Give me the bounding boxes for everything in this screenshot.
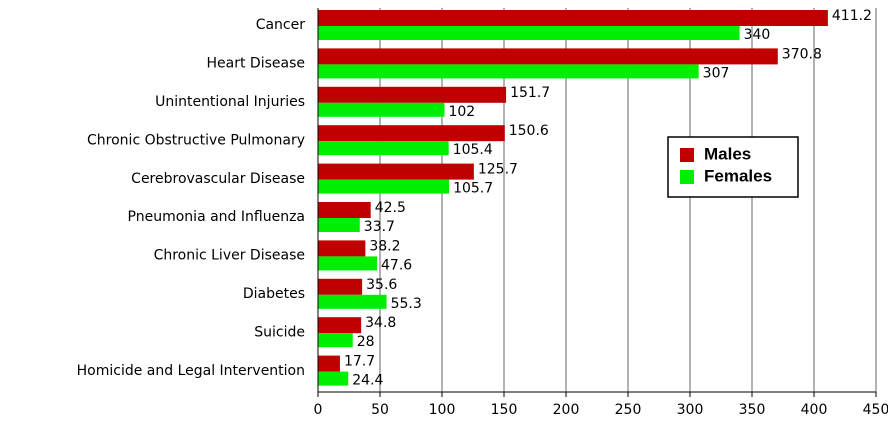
bar: [318, 371, 349, 386]
x-tick-label: 350: [739, 402, 766, 418]
x-tick-label: 300: [677, 402, 704, 418]
y-tick-label: Homicide and Legal Intervention: [77, 363, 305, 379]
legend-swatch: [680, 170, 694, 184]
bar: [318, 317, 362, 334]
bar: [318, 179, 450, 194]
value-label: 340: [744, 27, 771, 43]
bar: [318, 333, 353, 348]
value-label: 411.2: [832, 8, 872, 24]
bar: [318, 64, 699, 79]
bar: [318, 86, 507, 103]
value-label: 370.8: [782, 46, 822, 62]
y-tick-label: Pneumonia and Influenza: [128, 209, 305, 225]
x-tick-label: 100: [429, 402, 456, 418]
y-tick-label: Suicide: [254, 324, 305, 340]
value-label: 47.6: [381, 257, 412, 273]
y-tick-label: Heart Disease: [207, 56, 305, 72]
value-label: 35.6: [366, 277, 397, 293]
legend-label: Males: [704, 144, 751, 163]
legend: Males Females: [667, 136, 799, 198]
legend-box: [667, 136, 799, 198]
value-label: 105.7: [453, 181, 493, 197]
value-label: 24.4: [352, 373, 383, 389]
value-label: 150.6: [509, 123, 549, 139]
bar: [318, 294, 387, 309]
bar: [318, 202, 371, 218]
bar: [318, 125, 505, 142]
x-tick-label: 250: [615, 402, 642, 418]
bar: [318, 240, 366, 257]
bar: [318, 26, 740, 40]
value-label: 28: [357, 334, 375, 350]
legend-label: Females: [704, 166, 772, 185]
value-label: 33.7: [364, 219, 395, 235]
x-tick-label: 0: [314, 402, 323, 418]
value-label: 307: [703, 65, 730, 81]
bar: [318, 141, 449, 156]
y-tick-label: Cerebrovascular Disease: [131, 171, 305, 187]
bar: [318, 102, 445, 117]
x-tick-label: 400: [801, 402, 828, 418]
bar: [318, 355, 340, 372]
bar: [318, 218, 360, 232]
value-label: 55.3: [391, 296, 422, 312]
bar: [318, 10, 828, 26]
value-label: 151.7: [510, 85, 550, 101]
x-tick-label: 50: [371, 402, 389, 418]
value-label: 38.2: [369, 238, 400, 254]
value-label: 105.4: [453, 142, 493, 158]
value-label: 34.8: [365, 315, 396, 331]
value-label: 102: [448, 104, 475, 120]
y-tick-label: Diabetes: [243, 286, 305, 302]
x-tick-label: 200: [553, 402, 580, 418]
value-label: 42.5: [375, 200, 406, 216]
bar: [318, 256, 378, 271]
x-tick-label: 150: [491, 402, 518, 418]
bar: [318, 48, 778, 65]
y-tick-label: Chronic Liver Disease: [154, 248, 305, 264]
y-tick-label: Chronic Obstructive Pulmonary: [87, 132, 305, 148]
value-label: 125.7: [478, 162, 518, 178]
value-label: 17.7: [344, 354, 375, 370]
x-tick-label: 450: [863, 402, 888, 418]
bar: [318, 163, 474, 180]
bar: [318, 278, 363, 295]
y-tick-label: Cancer: [256, 17, 306, 33]
y-tick-label: Unintentional Injuries: [155, 94, 305, 110]
legend-swatch: [680, 148, 694, 162]
